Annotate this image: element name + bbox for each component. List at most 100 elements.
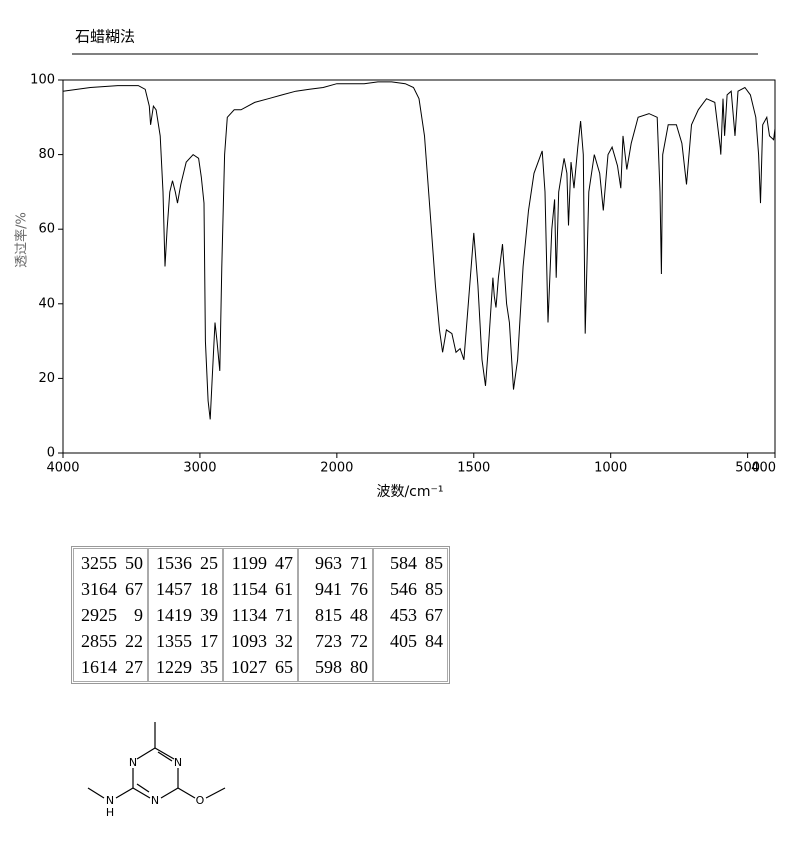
peak-column: 963 71 941 76 815 48 723 72 598 80 xyxy=(298,548,373,682)
transmittance: 80 xyxy=(350,657,368,677)
atom-label: N xyxy=(129,756,137,769)
transmittance: 85 xyxy=(425,553,443,573)
peak-entry: 1614 27 xyxy=(79,654,143,680)
transmittance: 67 xyxy=(125,579,143,599)
peak-entry: 1419 39 xyxy=(154,602,218,628)
peak-entry: 1199 47 xyxy=(229,550,293,576)
peak-column: 3255 50 3164 67 2925 9 2855 22 1614 27 xyxy=(73,548,148,682)
atom-label: N xyxy=(151,794,159,807)
transmittance: 50 xyxy=(125,553,143,573)
wavenumber: 1355 xyxy=(156,631,192,651)
transmittance: 22 xyxy=(125,631,143,651)
wavenumber: 405 xyxy=(390,631,417,651)
peak-entry: 3255 50 xyxy=(79,550,143,576)
peak-column: 1536 25 1457 18 1419 39 1355 17 1229 35 xyxy=(148,548,223,682)
peak-entry: 1134 71 xyxy=(229,602,293,628)
wavenumber: 941 xyxy=(315,579,342,599)
transmittance: 25 xyxy=(200,553,218,573)
wavenumber: 2855 xyxy=(81,631,117,651)
bonds xyxy=(87,722,226,799)
peak-entry: 815 48 xyxy=(304,602,368,628)
wavenumber: 1027 xyxy=(231,657,267,677)
peak-column: 1199 47 1154 61 1134 71 1093 32 1027 65 xyxy=(223,548,298,682)
wavenumber: 3255 xyxy=(81,553,117,573)
x-tick-label: 3000 xyxy=(183,461,216,476)
wavenumber: 1536 xyxy=(156,553,192,573)
peak-entry: 1093 32 xyxy=(229,628,293,654)
x-axis-label: 波数/cm⁻¹ xyxy=(376,484,443,500)
transmittance: 85 xyxy=(425,579,443,599)
peak-entry: 1154 61 xyxy=(229,576,293,602)
wavenumber: 3164 xyxy=(81,579,117,599)
y-tick-label: 80 xyxy=(38,147,55,162)
x-tick-label: 1500 xyxy=(457,461,490,476)
y-axis-label: 透过率/% xyxy=(14,212,30,268)
wavenumber: 1419 xyxy=(156,605,192,625)
atom-label: O xyxy=(196,794,205,807)
peak-entry: 546 85 xyxy=(379,576,443,602)
y-tick-label: 60 xyxy=(38,222,55,237)
transmittance: 17 xyxy=(200,631,218,651)
transmittance: 71 xyxy=(275,605,293,625)
transmittance: 47 xyxy=(275,553,293,573)
y-tick-label: 0 xyxy=(47,446,55,461)
transmittance: 9 xyxy=(134,605,143,625)
transmittance: 35 xyxy=(200,657,218,677)
atom-label: N xyxy=(174,756,182,769)
transmittance: 76 xyxy=(350,579,368,599)
transmittance: 72 xyxy=(350,631,368,651)
transmittance: 71 xyxy=(350,553,368,573)
atom-label: H xyxy=(106,806,114,819)
peak-entry: 2925 9 xyxy=(79,602,143,628)
plot-frame xyxy=(62,79,776,454)
peak-entry: 1027 65 xyxy=(229,654,293,680)
x-tick-label: 400 xyxy=(751,461,776,476)
wavenumber: 584 xyxy=(390,553,417,573)
peak-row: 3255 50 3164 67 2925 9 2855 22 1614 27 1536 25 1457 1… xyxy=(73,548,448,682)
wavenumber: 963 xyxy=(315,553,342,573)
wavenumber: 2925 xyxy=(81,605,117,625)
transmittance: 48 xyxy=(350,605,368,625)
wavenumber: 1154 xyxy=(231,579,267,599)
y-tick-label: 20 xyxy=(38,371,55,386)
wavenumber: 1457 xyxy=(156,579,192,599)
transmittance: 39 xyxy=(200,605,218,625)
transmittance: 61 xyxy=(275,579,293,599)
peak-entry: 1536 25 xyxy=(154,550,218,576)
wavenumber: 598 xyxy=(315,657,342,677)
peak-entry: 2855 22 xyxy=(79,628,143,654)
peak-entry: 963 71 xyxy=(304,550,368,576)
peak-entry: 1457 18 xyxy=(154,576,218,602)
transmittance: 65 xyxy=(275,657,293,677)
spectrum-line xyxy=(62,81,776,420)
x-tick-label: 1000 xyxy=(594,461,627,476)
atom-label: N xyxy=(106,794,114,807)
x-tick-label: 4000 xyxy=(46,461,79,476)
y-tick-label: 100 xyxy=(30,73,55,88)
chart-title: 石蜡糊法 xyxy=(75,28,135,46)
wavenumber: 1229 xyxy=(156,657,192,677)
y-tick-label: 40 xyxy=(38,296,55,311)
wavenumber: 1134 xyxy=(231,605,267,625)
peak-entry: 598 80 xyxy=(304,654,368,680)
transmittance: 32 xyxy=(275,631,293,651)
peak-entry: 941 76 xyxy=(304,576,368,602)
wavenumber: 815 xyxy=(315,605,342,625)
peak-table: 3255 50 3164 67 2925 9 2855 22 1614 27 1536 25 1457 1… xyxy=(71,546,450,684)
x-tick-label: 500 xyxy=(735,461,760,476)
peak-entry: 1229 35 xyxy=(154,654,218,680)
x-tick-label: 2000 xyxy=(320,461,353,476)
wavenumber: 1199 xyxy=(231,553,267,573)
peak-entry: 584 85 xyxy=(379,550,443,576)
peak-entry: 453 67 xyxy=(379,602,443,628)
chart: 石蜡糊法 波数/cm⁻¹ 透过率/% 0 20 40 60 80 100 4000 3000 2… xyxy=(14,28,777,501)
wavenumber: 546 xyxy=(390,579,417,599)
peak-column: 584 85 546 85 453 67 405 84 xyxy=(373,548,448,682)
wavenumber: 723 xyxy=(315,631,342,651)
transmittance: 67 xyxy=(425,605,443,625)
wavenumber: 1093 xyxy=(231,631,267,651)
peak-entry: 405 84 xyxy=(379,628,443,654)
wavenumber: 1614 xyxy=(81,657,117,677)
wavenumber: 453 xyxy=(390,605,417,625)
